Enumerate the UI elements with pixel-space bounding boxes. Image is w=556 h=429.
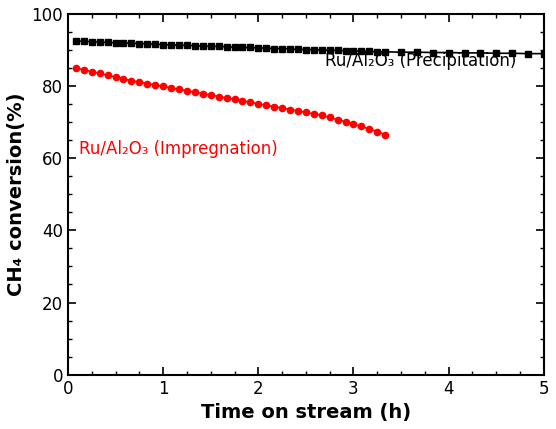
X-axis label: Time on stream (h): Time on stream (h) — [201, 403, 411, 422]
Y-axis label: CH₄ conversion(%): CH₄ conversion(%) — [7, 93, 26, 296]
Text: Ru/Al₂O₃ (Precipitation): Ru/Al₂O₃ (Precipitation) — [325, 52, 517, 70]
Text: Ru/Al₂O₃ (Impregnation): Ru/Al₂O₃ (Impregnation) — [80, 140, 278, 158]
